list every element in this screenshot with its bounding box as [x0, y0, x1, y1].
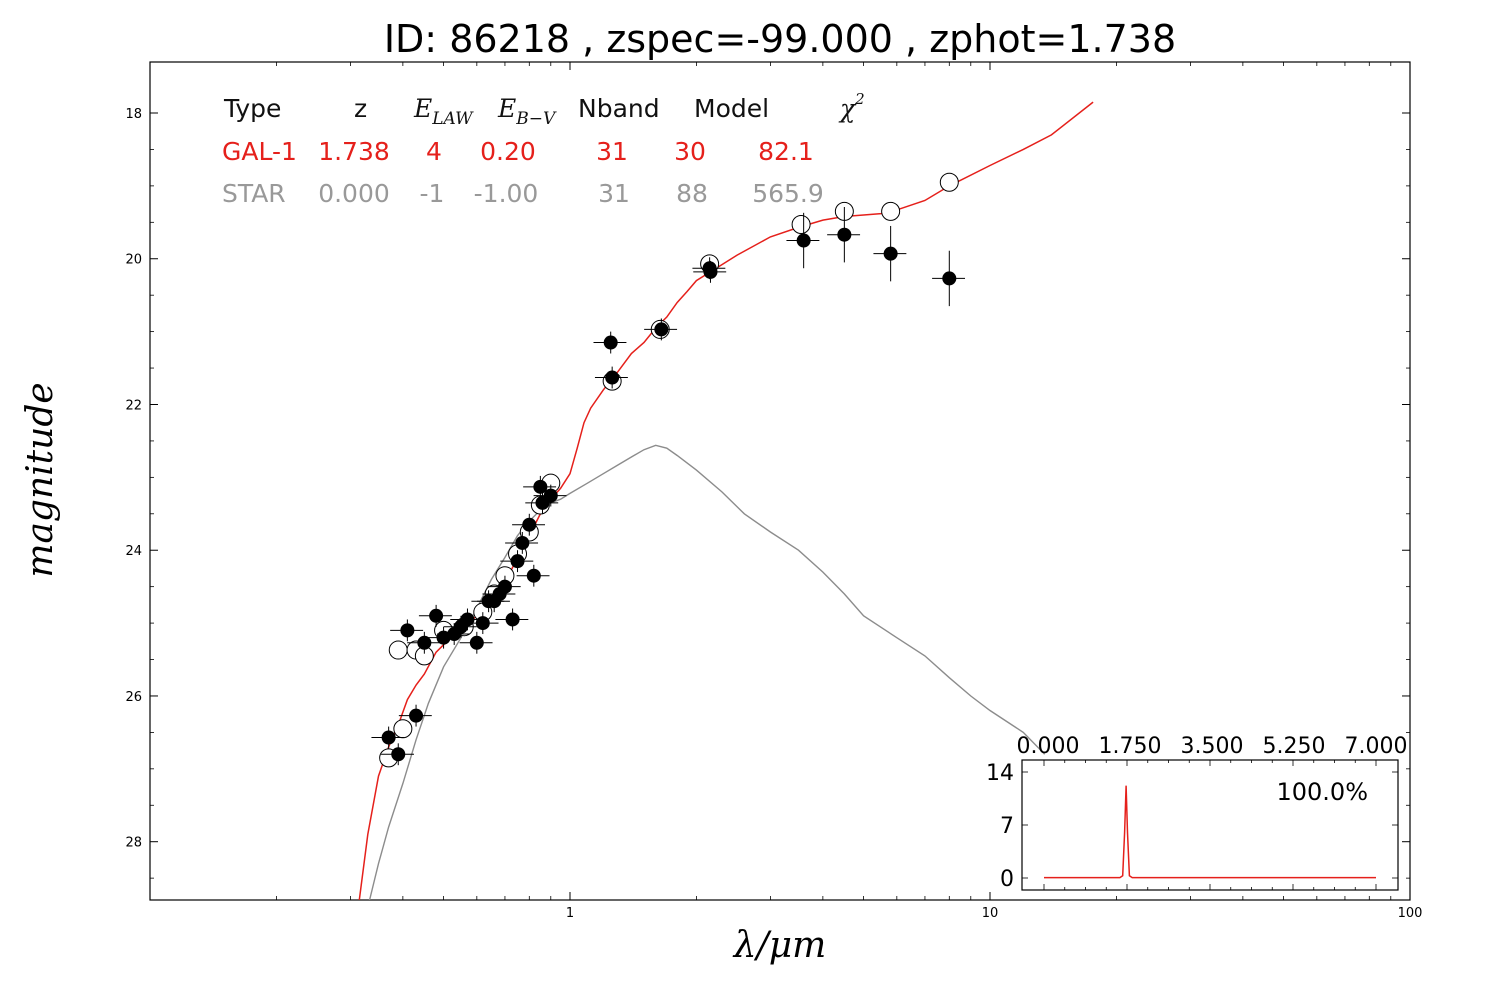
inset-content: 0.000 1.750 3.500 5.250 7.000 0 7 14: [986, 734, 1407, 892]
observed-point: [543, 488, 558, 503]
y-tick-label: 20: [125, 253, 142, 268]
star-type: STAR: [222, 179, 286, 208]
table-header-ebv: EB−V: [497, 94, 557, 129]
inset-x-tick-label: 0.000: [1017, 734, 1080, 759]
observed-point: [837, 227, 852, 242]
model-magnitude-point: [791, 214, 811, 234]
inset-x-tick-label: 5.250: [1263, 734, 1326, 759]
observed-point: [942, 271, 957, 286]
gal-type: GAL-1: [222, 137, 297, 166]
table-header-model: Model: [694, 94, 769, 123]
observed-point: [497, 579, 512, 594]
plot-content: [358, 101, 1094, 900]
observed-point: [533, 479, 548, 494]
ebv-base: E: [497, 94, 516, 123]
table-header-type: Type: [223, 94, 281, 123]
star-model: 88: [676, 179, 708, 208]
observed-point: [654, 322, 669, 337]
y-tick-label: 22: [125, 398, 142, 413]
elaw-sub: LAW: [431, 109, 474, 129]
star-chi2: 565.9: [752, 179, 824, 208]
gal-nband: 31: [596, 137, 628, 166]
inset-x-tick-label: 1.750: [1099, 734, 1162, 759]
observed-point: [522, 517, 537, 532]
model-magnitude-point: [881, 201, 901, 221]
elaw-base: E: [413, 94, 432, 123]
model-magnitude-point: [939, 172, 959, 192]
y-tick-label: 26: [125, 690, 142, 705]
plot-clipped-layer: [358, 101, 1094, 900]
table-header-elaw: ELAW: [413, 94, 474, 129]
inset-x-tick-label: 3.500: [1181, 734, 1244, 759]
observed-point: [526, 568, 541, 583]
ebv-sub: B−V: [515, 109, 557, 129]
pdz-line: [1044, 785, 1376, 879]
inset-x-tick-label: 7.000: [1345, 734, 1408, 759]
gal-z: 1.738: [318, 137, 390, 166]
inset-y-tick-label: 0: [1000, 867, 1014, 892]
x-tick-label: 1: [566, 906, 574, 921]
y-tick-label: 24: [125, 544, 142, 559]
observed-point: [510, 554, 525, 569]
observed-point: [417, 635, 432, 650]
observed-point: [515, 535, 530, 550]
model-magnitude-point: [388, 640, 408, 660]
star-ebv: -1.00: [474, 179, 539, 208]
x-tick-label: 10: [982, 906, 999, 921]
table-header-nband: Nband: [578, 94, 660, 123]
inset-annotation: 100.0%: [1276, 778, 1368, 806]
observed-point: [381, 730, 396, 745]
observed-point: [796, 233, 811, 248]
gal-elaw: 4: [426, 137, 442, 166]
observed-point: [400, 623, 415, 638]
observed-point: [469, 635, 484, 650]
chi-sup: 2: [854, 90, 865, 108]
model-magnitude-point: [393, 719, 413, 739]
inset-y-tick-label: 7: [1000, 814, 1014, 839]
y-tick-label: 18: [125, 107, 142, 122]
table-header-chi2: χ2: [838, 90, 865, 123]
gal-ebv: 0.20: [480, 137, 536, 166]
star-z: 0.000: [318, 179, 390, 208]
fit-table: Type z ELAW EB−V Nband Model χ2 GAL-1 1.…: [222, 90, 865, 208]
gal-model: 30: [674, 137, 706, 166]
pdz-inset: 0.000 1.750 3.500 5.250 7.000 0 7 14 100.0%: [986, 734, 1407, 892]
gal-chi2: 82.1: [758, 137, 814, 166]
observed-point: [460, 612, 475, 627]
observed-point: [703, 264, 718, 279]
inset-y-tick-label: 14: [986, 761, 1014, 786]
observed-point: [505, 612, 520, 627]
plot-frame: [149, 61, 1411, 901]
x-tick-label: 100: [1398, 906, 1423, 921]
star-elaw: -1: [420, 179, 445, 208]
star-model-line: [368, 444, 1046, 900]
chi-base: χ: [838, 94, 857, 123]
y-tick-label: 28: [125, 836, 142, 851]
observed-point: [605, 370, 620, 385]
gal-1-model-line: [358, 101, 1094, 900]
observed-point: [429, 608, 444, 623]
observed-point: [603, 335, 618, 350]
observed-point: [391, 747, 406, 762]
chart-title: ID: 86218 , zspec=-99.000 , zphot=1.738: [384, 17, 1176, 61]
observed-point: [475, 616, 490, 631]
star-nband: 31: [598, 179, 630, 208]
observed-point: [409, 708, 424, 723]
y-axis-label: magnitude: [20, 382, 61, 577]
observed-point: [883, 246, 898, 261]
x-axis-label: λ/μm: [732, 925, 826, 966]
table-header-z: z: [354, 94, 367, 123]
